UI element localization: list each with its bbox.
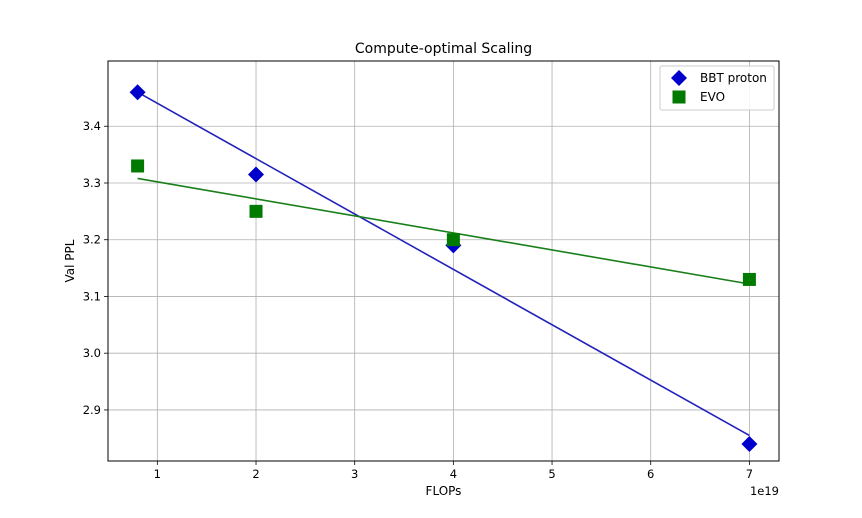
y-tick-label: 2.9 (83, 403, 101, 417)
grid (108, 61, 779, 461)
x-axis-label: FLOPs (426, 484, 462, 498)
x-tick-label: 7 (746, 467, 753, 481)
legend: BBT proton EVO (659, 65, 775, 111)
y-tick-label: 3.4 (83, 119, 101, 133)
y-tick-label: 3.3 (83, 176, 101, 190)
legend-entry-bbt-proton: BBT proton (671, 70, 767, 86)
legend-label: BBT proton (700, 71, 767, 85)
plot-frame (107, 60, 780, 462)
x-tick-label: 2 (252, 467, 259, 481)
data-point-evo (742, 272, 756, 286)
axis-ticks: 1 2 3 4 5 6 7 2.9 3.0 3.1 3.2 3.3 3.4 (83, 119, 753, 481)
fit-lines (137, 91, 750, 437)
legend-label: EVO (700, 90, 725, 104)
fit-line-bbt-proton (137, 91, 750, 437)
data-point-evo (249, 204, 263, 218)
data-points (129, 84, 758, 452)
y-tick-label: 3.1 (83, 289, 101, 303)
chart-title: Compute-optimal Scaling (355, 41, 532, 57)
data-point-bbt-proton (741, 435, 758, 452)
legend-marker-square (672, 90, 686, 104)
y-axis-label: Val PPL (63, 239, 77, 282)
x-tick-label: 3 (351, 467, 358, 481)
y-tick-label: 3.2 (83, 233, 101, 247)
data-point-bbt-proton (248, 166, 265, 183)
fit-line-evo (137, 177, 750, 285)
legend-marker-diamond (671, 70, 687, 86)
x-tick-label: 5 (548, 467, 555, 481)
legend-box (659, 65, 775, 111)
data-point-evo (446, 233, 460, 247)
x-tick-label: 6 (647, 467, 654, 481)
data-point-bbt-proton (129, 84, 146, 101)
y-tick-label: 3.0 (83, 346, 101, 360)
data-point-evo (131, 159, 145, 173)
x-tick-label: 4 (450, 467, 457, 481)
x-axis-offset-label: 1e19 (750, 484, 779, 498)
legend-entry-evo: EVO (672, 90, 725, 104)
x-tick-label: 1 (154, 467, 161, 481)
